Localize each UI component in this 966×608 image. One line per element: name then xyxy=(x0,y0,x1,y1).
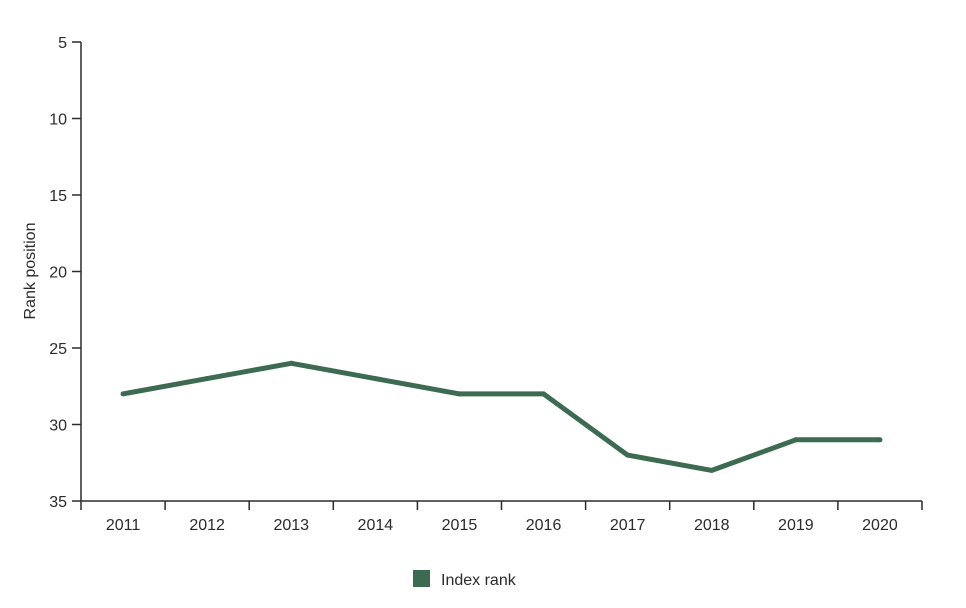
data-point xyxy=(541,391,547,397)
x-tick-label: 2013 xyxy=(273,517,309,534)
series-line-0 xyxy=(122,360,880,473)
x-tick-label: 2014 xyxy=(358,517,394,534)
data-point xyxy=(120,391,126,397)
data-point xyxy=(288,360,294,366)
x-axis: 2011 2012 2013 2014 2015 2016 2017 2018 2019 2020 xyxy=(80,500,923,534)
y-tick-label: 20 xyxy=(49,265,67,282)
x-tick-label: 2019 xyxy=(778,517,814,534)
y-axis: 5 10 15 20 25 30 35 xyxy=(49,35,82,511)
data-point xyxy=(204,376,210,382)
data-point xyxy=(372,376,378,382)
x-tick-label: 2020 xyxy=(862,517,898,534)
y-tick-label: 10 xyxy=(49,112,67,129)
data-point xyxy=(709,467,715,473)
y-tick-label: 5 xyxy=(58,35,67,52)
y-tick-label: 30 xyxy=(49,418,67,435)
x-tick-label: 2017 xyxy=(610,517,646,534)
x-tick-label: 2018 xyxy=(694,517,730,534)
legend-swatch-index-rank xyxy=(413,570,430,587)
series-layer xyxy=(120,360,883,473)
y-axis-title: Rank position xyxy=(22,223,39,320)
data-point xyxy=(877,437,883,443)
x-tick-label: 2011 xyxy=(106,517,141,534)
data-point xyxy=(793,437,799,443)
x-tick-label: 2012 xyxy=(189,517,225,534)
data-point xyxy=(625,452,631,458)
data-point xyxy=(456,391,462,397)
y-tick-label: 35 xyxy=(49,494,67,511)
legend: Index rank xyxy=(413,570,517,589)
y-tick-label: 15 xyxy=(49,188,67,205)
legend-label-index-rank: Index rank xyxy=(441,572,517,589)
y-tick-label: 25 xyxy=(49,341,67,358)
x-tick-label: 2016 xyxy=(526,517,562,534)
x-tick-label: 2015 xyxy=(442,517,478,534)
